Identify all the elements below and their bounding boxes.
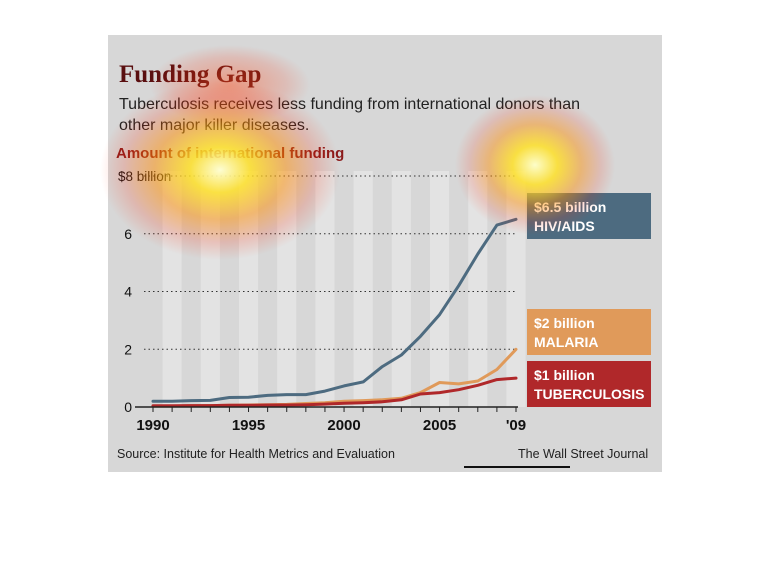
credit-note: The Wall Street Journal xyxy=(518,447,649,461)
year-stripe xyxy=(468,171,488,407)
x-tick-label: '09 xyxy=(506,417,526,434)
y-tick-label: $8 billion xyxy=(118,169,171,184)
series-lines xyxy=(151,217,518,408)
year-stripes xyxy=(162,171,526,407)
year-stripe xyxy=(162,171,182,407)
tb-label-name: TUBERCULOSIS xyxy=(534,386,644,402)
year-stripe xyxy=(315,171,335,407)
x-tick-label: 1995 xyxy=(232,417,265,434)
series-labels: $6.5 billion HIV/AIDS $2 billion MALARIA $1 … xyxy=(527,193,651,407)
y-tick-label: 6 xyxy=(124,226,132,242)
hiv-label-value: $6.5 billion xyxy=(534,199,606,215)
tb-line xyxy=(151,376,518,408)
hiv-label-name: HIV/AIDS xyxy=(534,218,595,234)
year-stripe xyxy=(277,171,297,407)
hiv-line xyxy=(151,217,518,403)
tb-label-value: $1 billion xyxy=(534,367,595,383)
x-tick-label: 2005 xyxy=(423,417,456,434)
year-stripe xyxy=(506,171,526,407)
y-tick-label: 0 xyxy=(124,399,132,415)
malaria-label-box xyxy=(527,309,651,355)
malaria-label-value: $2 billion xyxy=(534,315,595,331)
year-stripe xyxy=(391,171,411,407)
year-stripe xyxy=(200,171,220,407)
source-note: Source: Institute for Health Metrics and… xyxy=(117,447,395,461)
credit-underline xyxy=(464,466,570,468)
y-tick-label: 2 xyxy=(124,341,132,357)
chart-subtitle: Tuberculosis receives less funding from … xyxy=(119,96,580,134)
year-stripe xyxy=(238,171,259,407)
malaria-label-name: MALARIA xyxy=(534,334,599,350)
year-stripe xyxy=(430,171,450,407)
chart-title: Funding Gap xyxy=(119,61,262,88)
y-axis-title: Amount of international funding xyxy=(116,145,345,162)
x-tick-label: 2000 xyxy=(327,417,360,434)
y-tick-label: 4 xyxy=(124,284,132,300)
chart-figure: 0 2 4 6 $8 billion 1990 1995 2000 2005 '09 $6.5 b… xyxy=(108,35,662,472)
year-stripe xyxy=(353,171,373,407)
x-tick-label: 1990 xyxy=(136,417,169,434)
tb-label-box xyxy=(527,361,651,407)
